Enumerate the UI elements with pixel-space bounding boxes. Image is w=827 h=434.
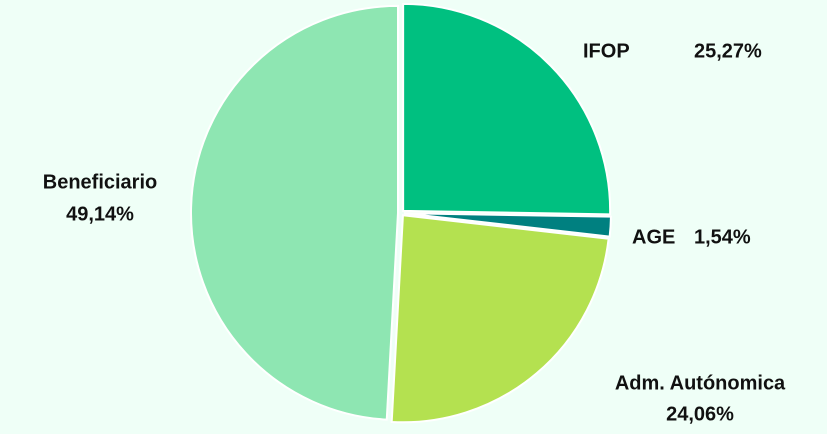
slice-label: Beneficiario xyxy=(43,171,157,193)
slice-value-label: 25,27% xyxy=(694,40,762,62)
pie-slice xyxy=(403,212,612,238)
pie-slice xyxy=(190,4,400,421)
slice-label: Adm. Autónomica xyxy=(615,372,786,394)
slice-label: AGE xyxy=(632,226,675,248)
slice-value-label: 49,14% xyxy=(66,203,134,225)
pie-slice xyxy=(402,2,612,216)
slice-value-label: 24,06% xyxy=(666,403,734,425)
slice-value-label: 1,54% xyxy=(694,226,751,248)
pie-slice xyxy=(390,214,610,424)
slice-label: IFOP xyxy=(583,40,630,62)
